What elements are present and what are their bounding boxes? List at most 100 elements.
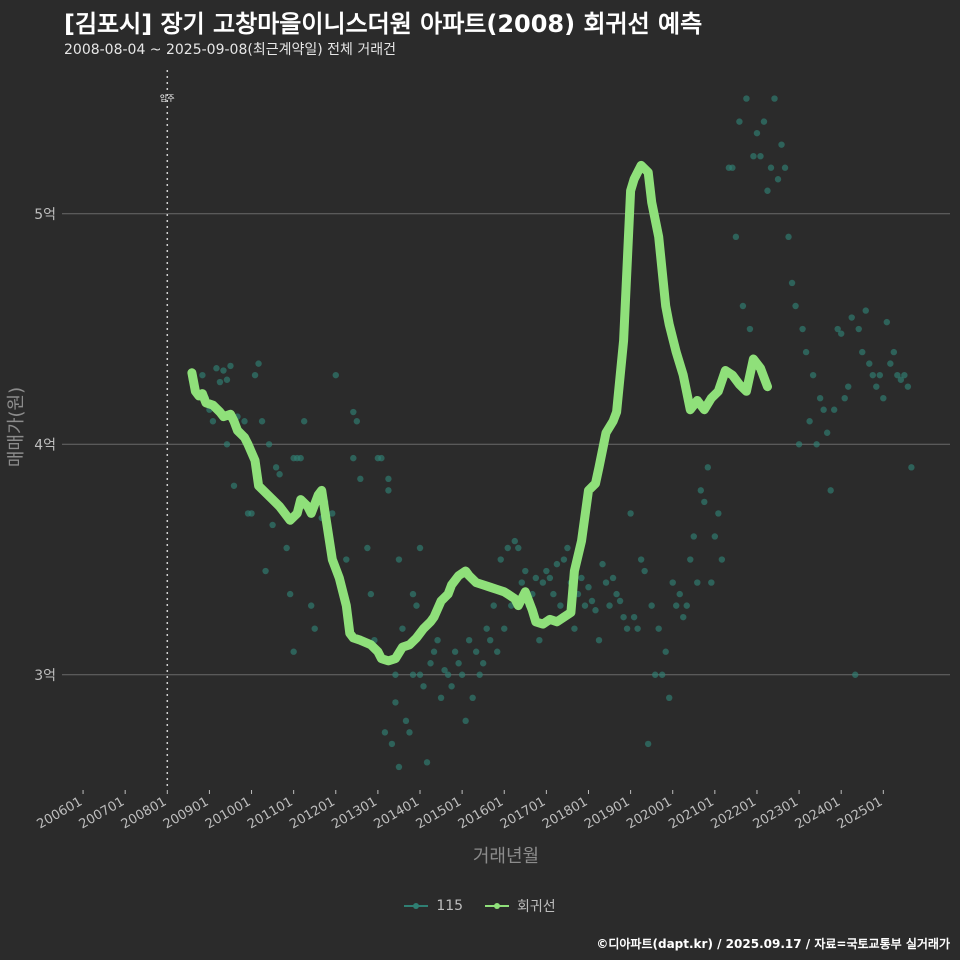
scatter-point (746, 325, 754, 333)
scatter-point (799, 325, 806, 333)
x-tick-label: 200901 (161, 794, 211, 832)
scatter-point (595, 636, 603, 644)
scatter-point (883, 318, 891, 326)
scatter-point (739, 302, 747, 310)
scatter-point (402, 717, 410, 725)
scatter-point (711, 533, 719, 540)
scatter-point (788, 279, 796, 287)
scatter-point (736, 118, 743, 125)
scatter-point (276, 471, 283, 478)
scatter-point (258, 418, 266, 425)
scatter-point (795, 441, 803, 448)
scatter-point (364, 544, 371, 552)
scatter-point (430, 648, 438, 655)
scatter-point (848, 314, 855, 321)
scatter-point (497, 556, 504, 563)
scatter-point (718, 556, 726, 563)
scatter-point (823, 429, 831, 436)
x-tick-label: 202401 (793, 794, 843, 832)
scatter-point (416, 671, 424, 678)
scatter-point (300, 418, 308, 425)
legend-item-scatter[interactable]: 115 (404, 896, 463, 916)
scatter-point (385, 487, 392, 494)
scatter-point (388, 740, 396, 748)
legend-label-regression: 회귀선 (517, 899, 556, 915)
scatter-point (350, 454, 357, 462)
scatter-point (641, 567, 648, 575)
scatter-point (448, 683, 455, 690)
scatter-point (830, 406, 838, 413)
legend-item-regression[interactable]: 회귀선 (485, 896, 556, 916)
scatter-point (392, 699, 399, 706)
scatter-point (462, 717, 469, 725)
scatter-point (515, 544, 522, 552)
scatter-point (820, 406, 827, 413)
scatter-point (869, 371, 876, 379)
scatter-point (501, 625, 508, 632)
scatter-point (753, 129, 761, 137)
x-tick-label: 201201 (287, 794, 337, 832)
scatter-point (511, 537, 518, 545)
scatter-point (651, 671, 659, 678)
scatter-point (329, 510, 336, 517)
y-tick-label: 5억 (34, 207, 56, 223)
legend: 115 회귀선 (0, 896, 960, 916)
scatter-point (392, 671, 399, 678)
scatter-point (367, 590, 375, 598)
scatter-point (564, 544, 571, 552)
scatter-point (297, 454, 304, 462)
x-tick-label: 201001 (203, 794, 253, 832)
scatter-point (465, 636, 473, 644)
scatter-point (876, 371, 884, 379)
scatter-point (588, 597, 596, 605)
scatter-point (841, 394, 848, 402)
scatter-point (395, 556, 403, 563)
scatter-point (585, 583, 592, 591)
scatter-point (536, 636, 543, 644)
scatter-point (792, 302, 799, 310)
scatter-point (479, 660, 487, 667)
x-axis-title: 거래년월 (473, 846, 539, 867)
scatter-point (644, 740, 652, 748)
scatter-point (395, 763, 403, 771)
scatter-point (609, 574, 617, 582)
scatter-point (230, 482, 238, 489)
scatter-point (827, 487, 834, 494)
scatter-point (378, 454, 385, 462)
x-tick-label: 201701 (498, 794, 548, 832)
legend-label-scatter: 115 (436, 898, 464, 914)
scatter-point (504, 544, 511, 552)
x-tick-label: 201801 (540, 794, 590, 832)
scatter-point (216, 378, 224, 386)
scatter-point (637, 556, 645, 563)
scatter-point (813, 441, 820, 448)
scatter-point (290, 648, 297, 655)
scatter-point (255, 360, 262, 367)
scatter-point (451, 648, 459, 655)
chart-subtitle: 2008-08-04 ~ 2025-09-08(최근계약일) 전체 거래건 (64, 42, 396, 58)
scatter-point (764, 187, 771, 194)
scatter-point (715, 510, 722, 517)
scatter-point (701, 498, 708, 506)
scatter-point (518, 579, 525, 586)
x-tick-label: 202101 (666, 794, 716, 832)
scatter-point (560, 556, 568, 563)
scatter-point (434, 636, 441, 644)
scatter-point (286, 590, 294, 598)
scatter-point (272, 464, 280, 471)
x-tick-label: 201501 (414, 794, 464, 832)
scatter-point (251, 371, 259, 379)
x-tick-label: 202501 (835, 794, 885, 832)
scatter-point (571, 625, 578, 632)
y-tick-label: 3억 (34, 668, 56, 684)
scatter-point (413, 602, 420, 609)
scatter-point (308, 602, 315, 609)
scatter-point (602, 579, 610, 586)
scatter-point (423, 759, 431, 766)
regression-line (187, 160, 772, 666)
scatter-point (476, 671, 483, 678)
scatter-point (444, 671, 452, 678)
scatter-point (455, 660, 462, 667)
scatter-point (690, 533, 697, 540)
